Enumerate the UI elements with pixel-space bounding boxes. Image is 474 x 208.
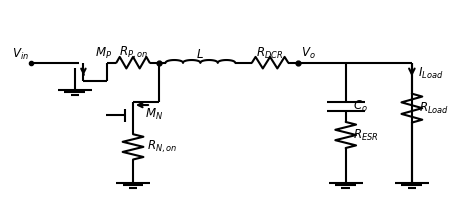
Text: $M_P$: $M_P$ xyxy=(95,46,112,61)
Text: $R_{ESR}$: $R_{ESR}$ xyxy=(353,128,378,142)
Text: $R_{N,on}$: $R_{N,on}$ xyxy=(147,139,177,155)
Text: $V_o$: $V_o$ xyxy=(301,46,316,61)
Text: $I_{Load}$: $I_{Load}$ xyxy=(418,66,443,80)
Text: $R_{DCR}$: $R_{DCR}$ xyxy=(256,46,283,61)
Text: $R_{Load}$: $R_{Load}$ xyxy=(419,101,449,116)
Text: $M_N$: $M_N$ xyxy=(145,107,163,122)
Text: $V_{in}$: $V_{in}$ xyxy=(12,47,29,62)
Text: $R_{P,on}$: $R_{P,on}$ xyxy=(118,44,147,61)
Text: $L$: $L$ xyxy=(196,48,204,61)
Text: $C_o$: $C_o$ xyxy=(353,99,368,114)
